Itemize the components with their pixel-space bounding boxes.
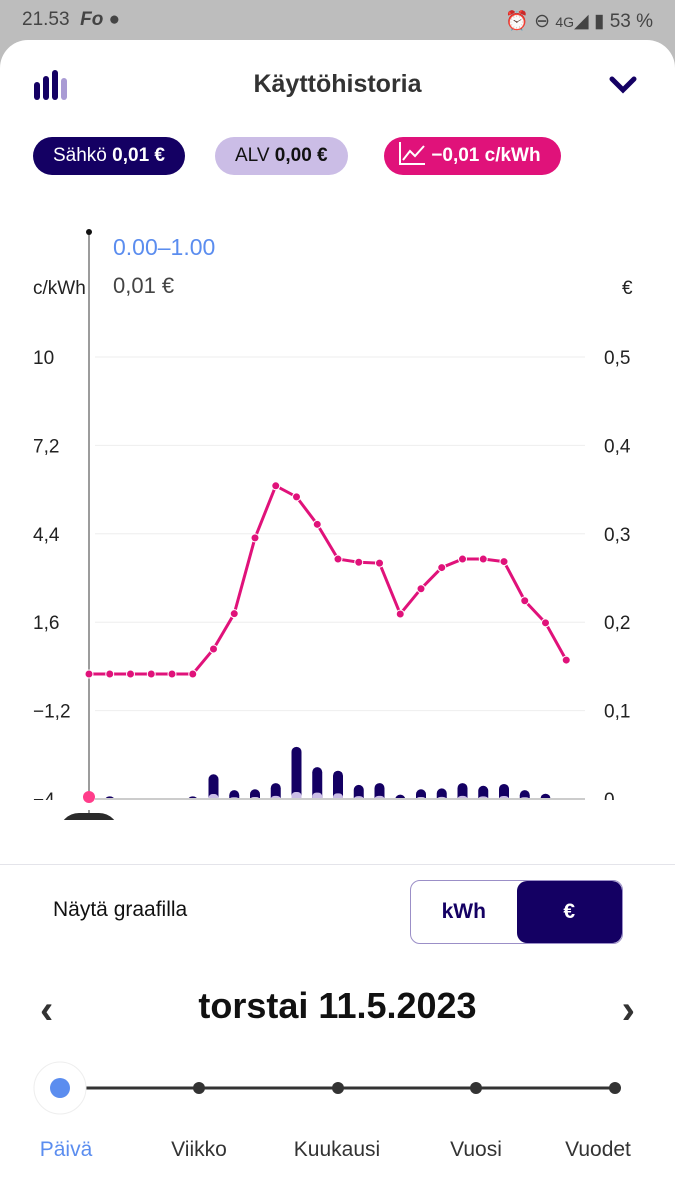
price-point[interactable] xyxy=(209,644,218,654)
price-point[interactable] xyxy=(167,669,177,679)
slider-stop[interactable] xyxy=(332,1082,344,1094)
price-point[interactable] xyxy=(312,519,322,529)
chip-value: 0,01 € xyxy=(112,145,165,166)
price-point[interactable] xyxy=(188,669,198,679)
chip-label: Sähkö xyxy=(53,145,107,166)
show-on-chart-label: Näytä graafilla xyxy=(53,898,188,921)
battery-level: 53 % xyxy=(609,11,653,32)
period-slider[interactable] xyxy=(0,1055,675,1125)
chip-price[interactable]: −0,01 c/kWh xyxy=(384,137,561,175)
slider-stop[interactable] xyxy=(470,1082,482,1094)
cost-bar[interactable] xyxy=(291,746,302,804)
divider xyxy=(0,864,675,865)
unit-kwh-option[interactable]: kWh xyxy=(441,900,486,923)
left-tick-label: 10 xyxy=(33,348,54,369)
right-tick-label: 0,2 xyxy=(604,613,630,634)
battery-icon: ▮ xyxy=(593,11,605,32)
chip-value: −0,01 c/kWh xyxy=(431,145,541,166)
cursor-dot xyxy=(86,229,92,235)
price-point[interactable] xyxy=(146,669,156,679)
app-notification-icon: Fo xyxy=(80,9,104,30)
right-axis-label: € xyxy=(622,278,633,299)
price-point[interactable] xyxy=(250,533,260,543)
price-point[interactable] xyxy=(541,618,550,628)
price-point[interactable] xyxy=(375,558,384,568)
right-tick-label: 0,3 xyxy=(604,525,630,546)
bar-chart-icon[interactable] xyxy=(34,68,70,100)
price-point[interactable] xyxy=(333,554,343,564)
period-year[interactable]: Vuosi xyxy=(450,1138,502,1161)
price-point[interactable] xyxy=(458,554,467,564)
slider-stop[interactable] xyxy=(193,1082,205,1094)
slider-stop[interactable] xyxy=(609,1082,621,1094)
period-years[interactable]: Vuodet xyxy=(565,1138,631,1161)
price-point[interactable] xyxy=(520,596,530,606)
page-title: Käyttöhistoria xyxy=(253,70,422,98)
price-point[interactable] xyxy=(126,669,135,679)
price-point[interactable] xyxy=(437,563,447,573)
price-point[interactable] xyxy=(84,669,94,679)
price-point[interactable] xyxy=(229,609,239,619)
line-chart-icon xyxy=(399,142,425,165)
network-type: 4G xyxy=(555,14,575,30)
left-tick-label: 7,2 xyxy=(33,436,59,457)
price-point[interactable] xyxy=(561,655,571,665)
previous-day-button[interactable]: ‹ xyxy=(40,988,54,1032)
right-tick-label: 0,5 xyxy=(604,348,630,369)
selected-point xyxy=(83,791,95,803)
price-point[interactable] xyxy=(478,554,488,564)
dnd-icon: ⊖ xyxy=(534,11,551,32)
period-month[interactable]: Kuukausi xyxy=(293,1138,381,1161)
price-point[interactable] xyxy=(395,609,405,619)
period-day[interactable]: Päivä xyxy=(39,1138,93,1161)
chip-label: ALV xyxy=(235,145,270,166)
tooltip-value: 0,01 € xyxy=(113,273,174,298)
price-point[interactable] xyxy=(354,557,364,567)
price-point[interactable] xyxy=(105,669,115,679)
chip-value: 0,00 € xyxy=(274,145,328,166)
left-tick-label: 1,6 xyxy=(33,613,59,634)
left-axis-label: c/kWh xyxy=(33,278,86,299)
unit-eur-option[interactable]: € xyxy=(516,881,622,943)
usage-chart[interactable]: c/kWh € 0.00–1.00 0,01 € 10 0,5 7,2 0,4 4,4 0… xyxy=(0,180,675,820)
dot-icon: ● xyxy=(108,9,121,30)
usage-history-sheet: Käyttöhistoria Sähkö 0,01 € ALV 0,00 € −… xyxy=(0,40,675,1200)
signal-icon: ◢ xyxy=(574,11,589,32)
price-point[interactable] xyxy=(271,481,281,491)
price-point[interactable] xyxy=(416,584,426,594)
clock: 21.53 xyxy=(22,9,70,30)
left-tick-label: −1,2 xyxy=(33,702,71,723)
next-day-button[interactable]: › xyxy=(621,988,635,1032)
selected-date: torstai 11.5.2023 xyxy=(198,985,477,1026)
right-tick-label: 0,4 xyxy=(604,436,631,457)
period-week[interactable]: Viikko xyxy=(171,1138,227,1161)
chevron-down-icon[interactable] xyxy=(609,76,637,94)
tooltip-range: 0.00–1.00 xyxy=(113,234,215,260)
price-point[interactable] xyxy=(499,557,509,567)
price-line xyxy=(89,483,568,676)
left-tick-label: 4,4 xyxy=(33,525,60,546)
chip-vat[interactable]: ALV 0,00 € xyxy=(215,137,348,175)
chip-electricity[interactable]: Sähkö 0,01 € xyxy=(33,137,185,175)
alarm-icon: ⏰ xyxy=(505,11,529,32)
selected-hour-pill[interactable] xyxy=(59,813,119,820)
price-point[interactable] xyxy=(292,492,301,502)
status-bar: 21.53 Fo ● ⏰ ⊖ 4G◢ ▮ 53 % xyxy=(0,0,675,40)
unit-toggle: kWh € xyxy=(410,880,623,944)
right-tick-label: 0,1 xyxy=(604,702,630,723)
